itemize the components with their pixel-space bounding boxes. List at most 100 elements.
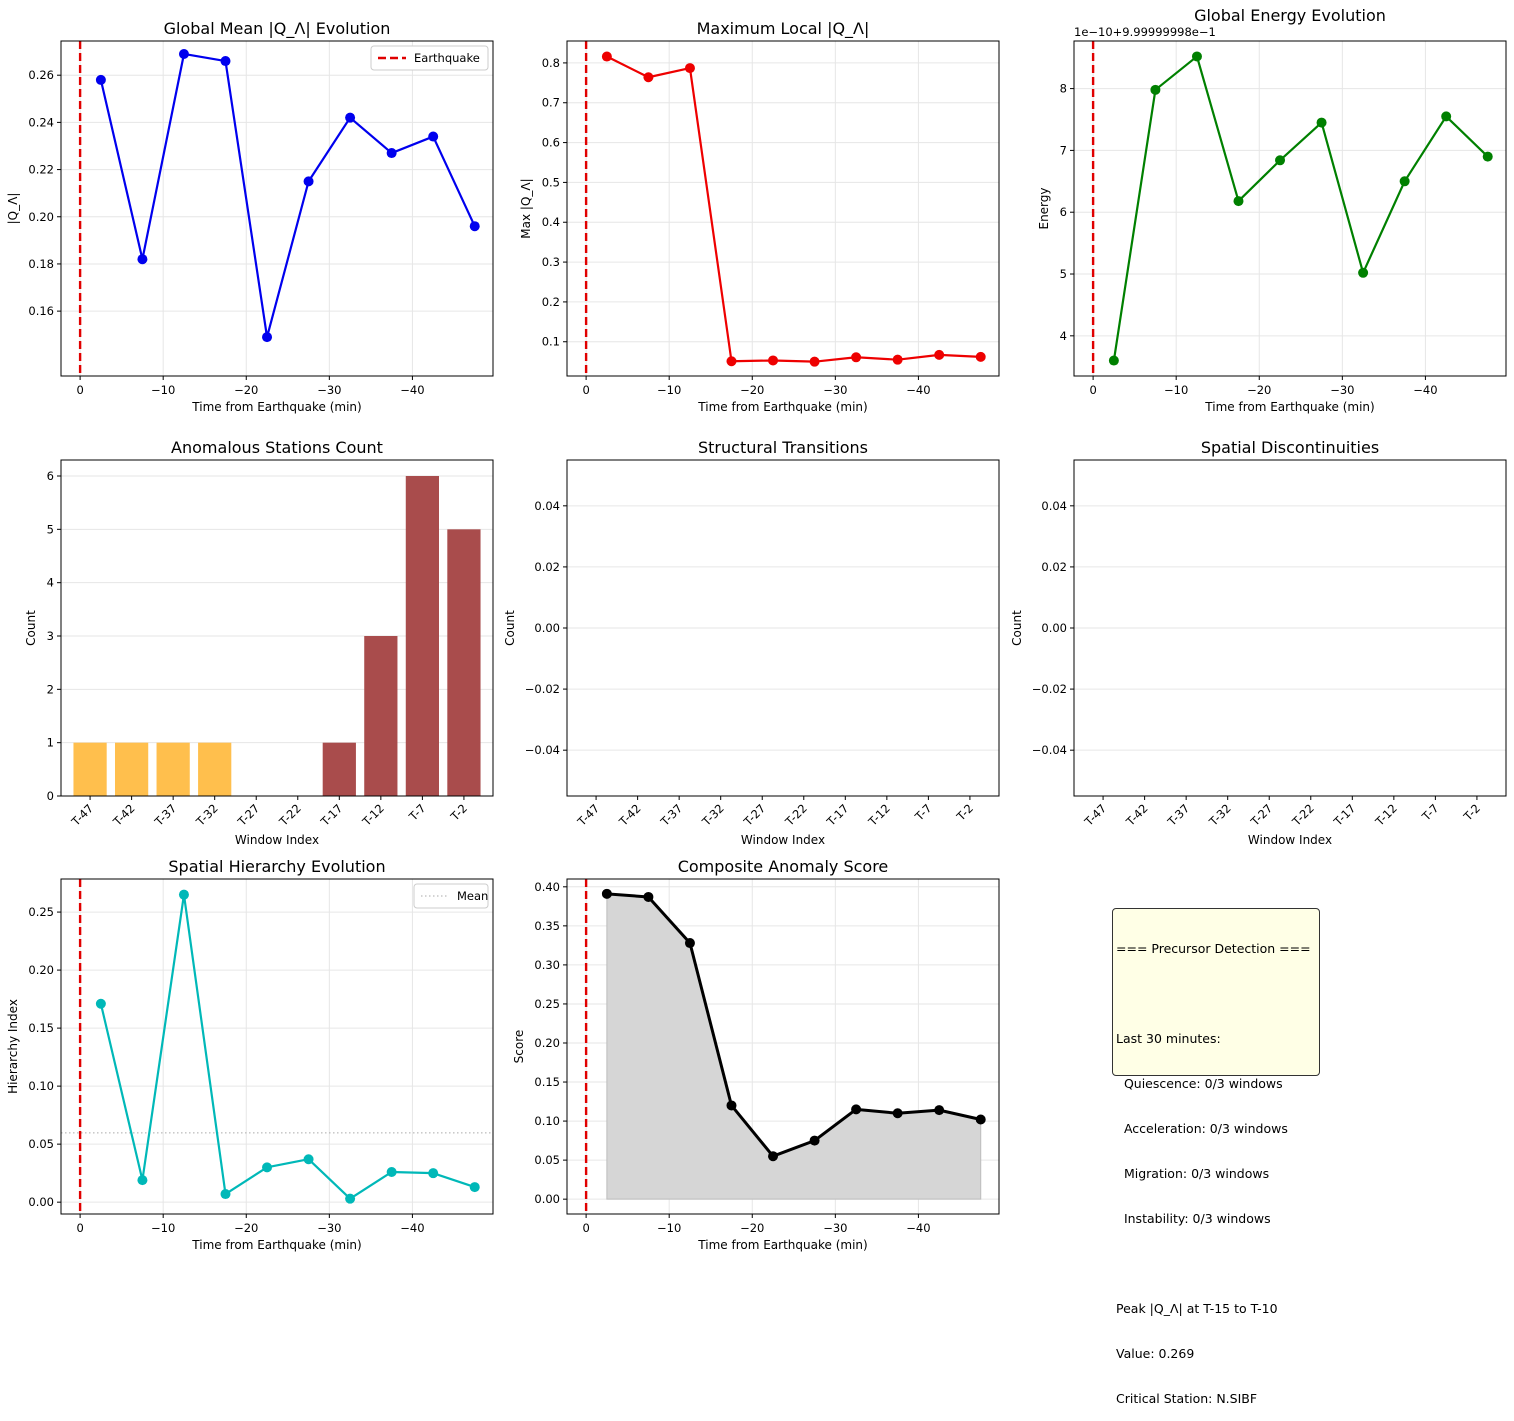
y-tick-label: 8 [1060,82,1067,96]
summary-line: Acceleration: 0/3 windows [1116,1121,1288,1136]
data-point [1275,155,1286,166]
y-tick-label: 0.00 [534,621,560,635]
chart-title: Spatial Discontinuities [1201,438,1379,457]
y-tick-label: 0.00 [28,1195,54,1209]
x-tick-label: T-7 [1419,801,1442,824]
y-tick-label: −0.04 [525,743,560,757]
y-tick-label: 4 [47,576,54,590]
x-axis-label: Window Index [1248,833,1332,847]
axes-frame [60,878,494,1215]
x-tick-label: 0 [76,383,83,397]
data-point [345,1193,356,1204]
x-tick-label: T-42 [616,801,644,829]
y-tick-label: 2 [47,682,54,696]
area-fill [606,893,982,1200]
data-point [469,1182,480,1193]
x-tick-label: T-17 [823,801,851,829]
axes-frame [566,459,1000,797]
data-point [892,354,903,365]
chart-title: Global Mean |Q_Λ| Evolution [164,19,391,39]
chart-title: Maximum Local |Q_Λ| [697,19,870,39]
x-tick-label: T-12 [865,801,893,829]
x-tick-label: T-37 [657,801,685,829]
summary-line: Critical Station: N.SIBF [1116,1391,1258,1406]
y-tick-label: 0.22 [28,163,54,177]
summary-line: Last 30 minutes: [1116,1031,1221,1046]
x-axis-label: Window Index [741,833,825,847]
x-tick-label: T-42 [110,801,138,829]
y-tick-label: 0.15 [534,1075,560,1089]
data-point [137,1175,148,1186]
chart-title: Spatial Hierarchy Evolution [168,857,385,876]
spatial-hierarchy-chart: 0.00 0.05 0.10 0.15 0.20 0.25 0 −10 −20 −30 −40 Spa… [6,857,494,1252]
data-point [95,74,106,85]
precursor-summary-box: === Precursor Detection === Last 30 minu… [1112,908,1320,1406]
x-tick-label: −10 [657,1221,681,1235]
data-point [137,254,148,265]
x-tick-label: T-22 [1289,801,1317,829]
y-tick-label: 0.25 [28,905,54,919]
x-tick-label: −10 [151,1221,175,1235]
data-point [934,1105,945,1116]
spatial-hierarchy-grid [61,879,493,1214]
data-point [1358,267,1369,278]
legend: Earthquake [370,45,489,71]
axes-frame [1073,40,1507,377]
data-point [1441,111,1452,122]
data-point [220,1189,231,1200]
x-axis-label: Window Index [235,833,319,847]
data-point [851,1104,862,1115]
x-tick-label: T-2 [953,801,976,824]
axes-frame [60,459,494,797]
y-tick-label: 0.02 [1041,560,1067,574]
y-tick-label: 0.35 [534,919,560,933]
x-tick-label: −10 [1164,383,1188,397]
global-mean-grid [61,41,493,376]
y-tick-label: 0.02 [534,560,560,574]
x-tick-label: −40 [906,383,930,397]
y-tick-label: 0.7 [542,96,560,110]
bar [322,742,356,796]
y-tick-label: 0 [47,789,54,803]
axis-offset-label: 1e−10+9.99999998e−1 [1074,25,1216,39]
legend-box [413,883,489,909]
x-tick-label: T-22 [276,801,304,829]
data-point [643,891,654,902]
y-tick-label: −0.02 [1032,682,1067,696]
y-tick-label: 0.5 [542,175,560,189]
summary-line: Value: 0.269 [1116,1346,1195,1361]
data-point [178,889,189,900]
y-tick-label: 7 [1060,143,1067,157]
summary-line: Peak |Q_Λ| at T-15 to T-10 [1116,1301,1278,1316]
data-point [643,72,654,83]
x-tick-label: 0 [582,383,589,397]
max-local-chart: 0.1 0.2 0.3 0.4 0.5 0.6 0.7 0.8 0 −10 −20 −30 −40 Max… [519,19,1000,414]
data-point [1191,51,1202,62]
legend: Mean [413,883,489,909]
x-tick-label: −20 [1247,383,1271,397]
y-tick-label: 0.04 [534,499,560,513]
x-tick-label: T-27 [234,801,262,829]
bar [115,742,149,796]
data-point [726,1100,737,1111]
y-tick-label: 0.00 [534,1192,560,1206]
global-mean-chart: 0.16 0.18 0.20 0.22 0.24 0.26 0 −10 −20 −30 −40 Glo… [6,19,494,414]
x-tick-label: −40 [906,1221,930,1235]
chart-title: Anomalous Stations Count [171,438,383,457]
data-point [428,131,439,142]
summary-line: Migration: 0/3 windows [1116,1166,1270,1181]
x-tick-label: T-27 [1247,801,1275,829]
x-axis-label: Time from Earthquake (min) [1204,400,1374,414]
legend-box [370,45,489,71]
data-point [601,51,612,62]
x-tick-label: 0 [1089,383,1096,397]
bar [447,529,481,796]
summary-line [1116,986,1316,1001]
data-point [95,998,106,1009]
series-line [606,892,982,1158]
x-tick-label: T-42 [1123,801,1151,829]
data-point [684,63,695,74]
data-point [851,352,862,363]
series-line [1112,55,1489,361]
y-tick-label: 0.05 [28,1137,54,1151]
